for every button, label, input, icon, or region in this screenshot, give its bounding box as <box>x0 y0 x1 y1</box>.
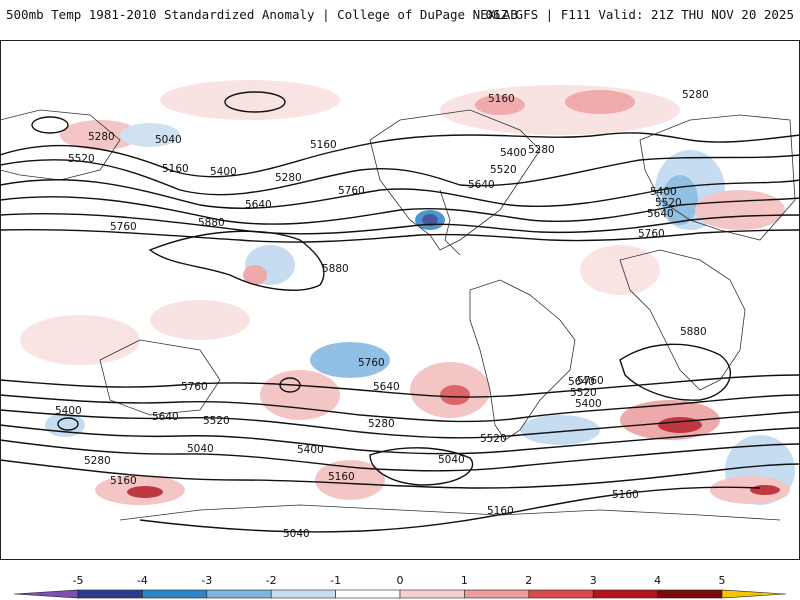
colorbar-tick-label: 2 <box>525 574 532 587</box>
contour-label: 5280 <box>88 131 115 143</box>
contour-label: 5640 <box>245 199 272 211</box>
contour-label: 5640 <box>568 376 595 388</box>
colorbar-tick-label: 4 <box>654 574 661 587</box>
contour-label: 5760 <box>577 375 604 387</box>
colorbar-tick-label: 1 <box>461 574 468 587</box>
contour-label: 5400 <box>210 166 237 178</box>
contour-label: 5040 <box>155 134 182 146</box>
contour-label: 5400 <box>650 186 677 198</box>
contour-label: 5520 <box>490 164 517 176</box>
south-america-outline <box>469 279 576 441</box>
contour-label: 5520 <box>480 433 507 445</box>
colorbar-low-extend <box>13 589 79 599</box>
colorbar-swatch <box>77 589 143 599</box>
anomaly-map: 5040 5280 5520 5160 5400 5640 5760 5880 … <box>0 40 800 560</box>
mexico-outline <box>439 189 461 256</box>
model-valid-time: 06Z GFS | F111 Valid: 21Z THU NOV 20 202… <box>485 7 794 22</box>
contour-label: 5160 <box>328 471 355 483</box>
contour-label: 5880 <box>680 326 707 338</box>
contour-label: 5160 <box>612 489 639 501</box>
contour-label: 5640 <box>647 208 674 220</box>
contour-label: 5400 <box>575 398 602 410</box>
africa-outline <box>619 249 746 391</box>
product-title: 500mb Temp 1981-2010 Standardized Anomal… <box>6 7 518 22</box>
colorbar-tick-label: -5 <box>73 574 84 587</box>
colorbar-swatch <box>335 589 401 599</box>
colorbar-tick-label: -2 <box>266 574 277 587</box>
contour-label: 5400 <box>500 147 527 159</box>
contour-label: 5520 <box>203 415 230 427</box>
contour-label: 5760 <box>638 228 665 240</box>
contour-label: 5040 <box>283 528 310 540</box>
contour-label: 5160 <box>310 139 337 151</box>
colorbar-swatch <box>657 589 723 599</box>
colorbar-tick-label: 3 <box>590 574 597 587</box>
contour-label: 5280 <box>275 172 302 184</box>
map-header: 500mb Temp 1981-2010 Standardized Anomal… <box>0 0 800 28</box>
colorbar-tick-label: 5 <box>719 574 726 587</box>
colorbar-swatch <box>399 589 465 599</box>
contour-label: 5640 <box>373 381 400 393</box>
colorbar-tick-label: 0 <box>397 574 404 587</box>
contour-label: 5160 <box>162 163 189 175</box>
contour-label: 5880 <box>322 263 349 275</box>
colorbar-swatch <box>464 589 530 599</box>
contour-label: 5520 <box>655 197 682 209</box>
contour-label: 5040 <box>438 454 465 466</box>
colorbar-tick-labels: -5 -4 -3 -2 -1 0 1 2 3 4 5 <box>73 574 726 587</box>
contour-label: 5640 <box>152 411 179 423</box>
contour-label: 5760 <box>358 357 385 369</box>
colorbar-swatch <box>270 589 336 599</box>
north-america-outline <box>369 109 541 251</box>
contour-label: 5280 <box>528 144 555 156</box>
contour-label: 5160 <box>488 93 515 105</box>
contour-label: 5760 <box>110 221 137 233</box>
colorbar-tick-label: -4 <box>137 574 148 587</box>
colorbar-high-extend <box>721 589 787 599</box>
asia-east-outline <box>0 109 121 181</box>
anomaly-colorbar: -5 -4 -3 -2 -1 0 1 2 3 4 5 <box>13 574 787 599</box>
height-contours <box>0 91 800 533</box>
contour-label: 5880 <box>198 217 225 229</box>
contour-labels: 5040 5280 5520 5160 5400 5640 5760 5880 … <box>55 89 709 540</box>
contour-label: 5640 <box>468 179 495 191</box>
colorbar-swatches <box>13 589 787 599</box>
contour-label: 5400 <box>55 405 82 417</box>
contour-label: 5280 <box>368 418 395 430</box>
contour-label: 5760 <box>338 185 365 197</box>
colorbar-tick-label: -1 <box>330 574 341 587</box>
contour-label: 5160 <box>487 505 514 517</box>
antarctica-outline <box>119 504 781 521</box>
contour-label: 5760 <box>181 381 208 393</box>
contour-label: 5520 <box>570 387 597 399</box>
colorbar-swatch <box>142 589 208 599</box>
eurasia-outline <box>639 114 796 241</box>
contour-label: 5160 <box>110 475 137 487</box>
colorbar-swatch <box>528 589 594 599</box>
colorbar-swatch <box>592 589 658 599</box>
colorbar-swatch <box>206 589 272 599</box>
contour-label: 5400 <box>297 444 324 456</box>
contour-label: 5040 <box>187 443 214 455</box>
colorbar-tick-label: -3 <box>201 574 212 587</box>
contour-label: 5280 <box>84 455 111 467</box>
contour-label: 5280 <box>682 89 709 101</box>
contour-label: 5520 <box>68 153 95 165</box>
